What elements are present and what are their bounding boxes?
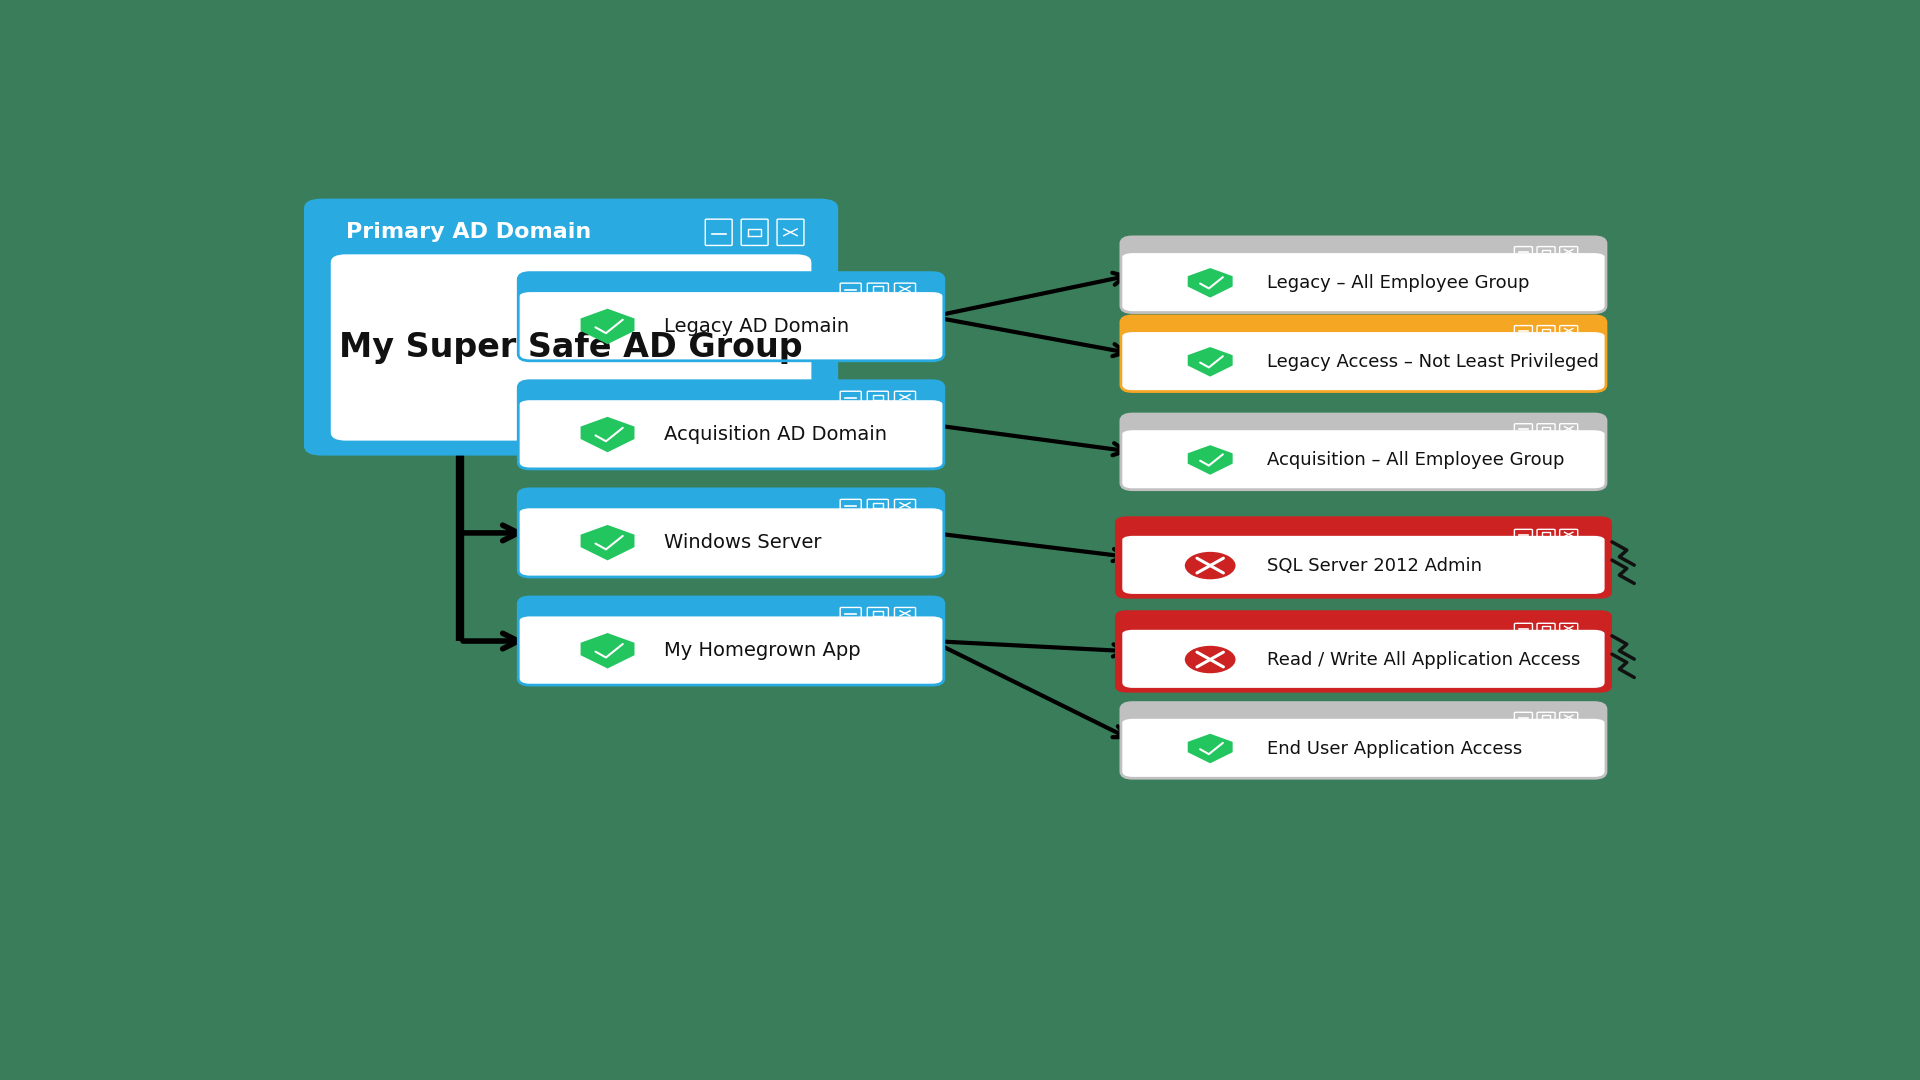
Bar	[530, 299, 931, 354]
FancyBboxPatch shape	[518, 272, 945, 361]
Bar	[530, 623, 931, 678]
Bar	[1133, 260, 1594, 306]
FancyBboxPatch shape	[330, 255, 812, 441]
Polygon shape	[580, 309, 634, 345]
Bar	[1133, 542, 1594, 589]
Text: My Super Safe AD Group: My Super Safe AD Group	[340, 330, 803, 364]
FancyBboxPatch shape	[518, 509, 945, 577]
FancyBboxPatch shape	[1121, 613, 1605, 689]
FancyBboxPatch shape	[1116, 516, 1613, 598]
FancyBboxPatch shape	[1116, 610, 1613, 692]
Polygon shape	[580, 525, 634, 561]
Bar	[1133, 339, 1594, 384]
FancyBboxPatch shape	[1121, 630, 1605, 689]
Text: SQL Server 2012 Admin: SQL Server 2012 Admin	[1267, 556, 1482, 575]
FancyBboxPatch shape	[1121, 237, 1605, 312]
FancyBboxPatch shape	[1121, 536, 1605, 595]
FancyBboxPatch shape	[1121, 519, 1605, 595]
Text: My Homegrown App: My Homegrown App	[664, 642, 860, 660]
Circle shape	[1185, 645, 1236, 674]
Text: Primary AD Domain: Primary AD Domain	[346, 222, 591, 242]
Polygon shape	[1188, 445, 1233, 475]
FancyBboxPatch shape	[518, 401, 945, 469]
Text: Windows Server: Windows Server	[664, 534, 822, 552]
Polygon shape	[580, 633, 634, 669]
Text: Legacy AD Domain: Legacy AD Domain	[664, 316, 849, 336]
FancyBboxPatch shape	[518, 617, 945, 685]
FancyBboxPatch shape	[518, 597, 945, 685]
Text: Legacy – All Employee Group: Legacy – All Employee Group	[1267, 274, 1528, 292]
FancyBboxPatch shape	[1121, 332, 1605, 392]
FancyBboxPatch shape	[518, 489, 945, 577]
FancyBboxPatch shape	[1121, 703, 1605, 779]
FancyBboxPatch shape	[1121, 414, 1605, 489]
Bar	[1133, 726, 1594, 771]
Text: Acquisition AD Domain: Acquisition AD Domain	[664, 426, 887, 444]
Text: Read / Write All Application Access: Read / Write All Application Access	[1267, 650, 1580, 669]
FancyBboxPatch shape	[1121, 315, 1605, 392]
Polygon shape	[1188, 733, 1233, 764]
FancyBboxPatch shape	[518, 381, 945, 469]
FancyBboxPatch shape	[1121, 253, 1605, 312]
Bar	[530, 515, 931, 570]
FancyBboxPatch shape	[518, 292, 945, 361]
Bar	[1133, 636, 1594, 683]
FancyBboxPatch shape	[1121, 430, 1605, 489]
Text: Legacy Access – Not Least Privileged: Legacy Access – Not Least Privileged	[1267, 353, 1599, 370]
Circle shape	[1185, 551, 1236, 580]
FancyBboxPatch shape	[303, 199, 839, 456]
Polygon shape	[1188, 347, 1233, 377]
Text: Acquisition – All Employee Group: Acquisition – All Employee Group	[1267, 451, 1565, 469]
Polygon shape	[580, 417, 634, 453]
Text: End User Application Access: End User Application Access	[1267, 740, 1523, 757]
FancyBboxPatch shape	[1121, 719, 1605, 779]
Bar	[530, 407, 931, 462]
Polygon shape	[1188, 268, 1233, 298]
Bar	[1133, 437, 1594, 483]
